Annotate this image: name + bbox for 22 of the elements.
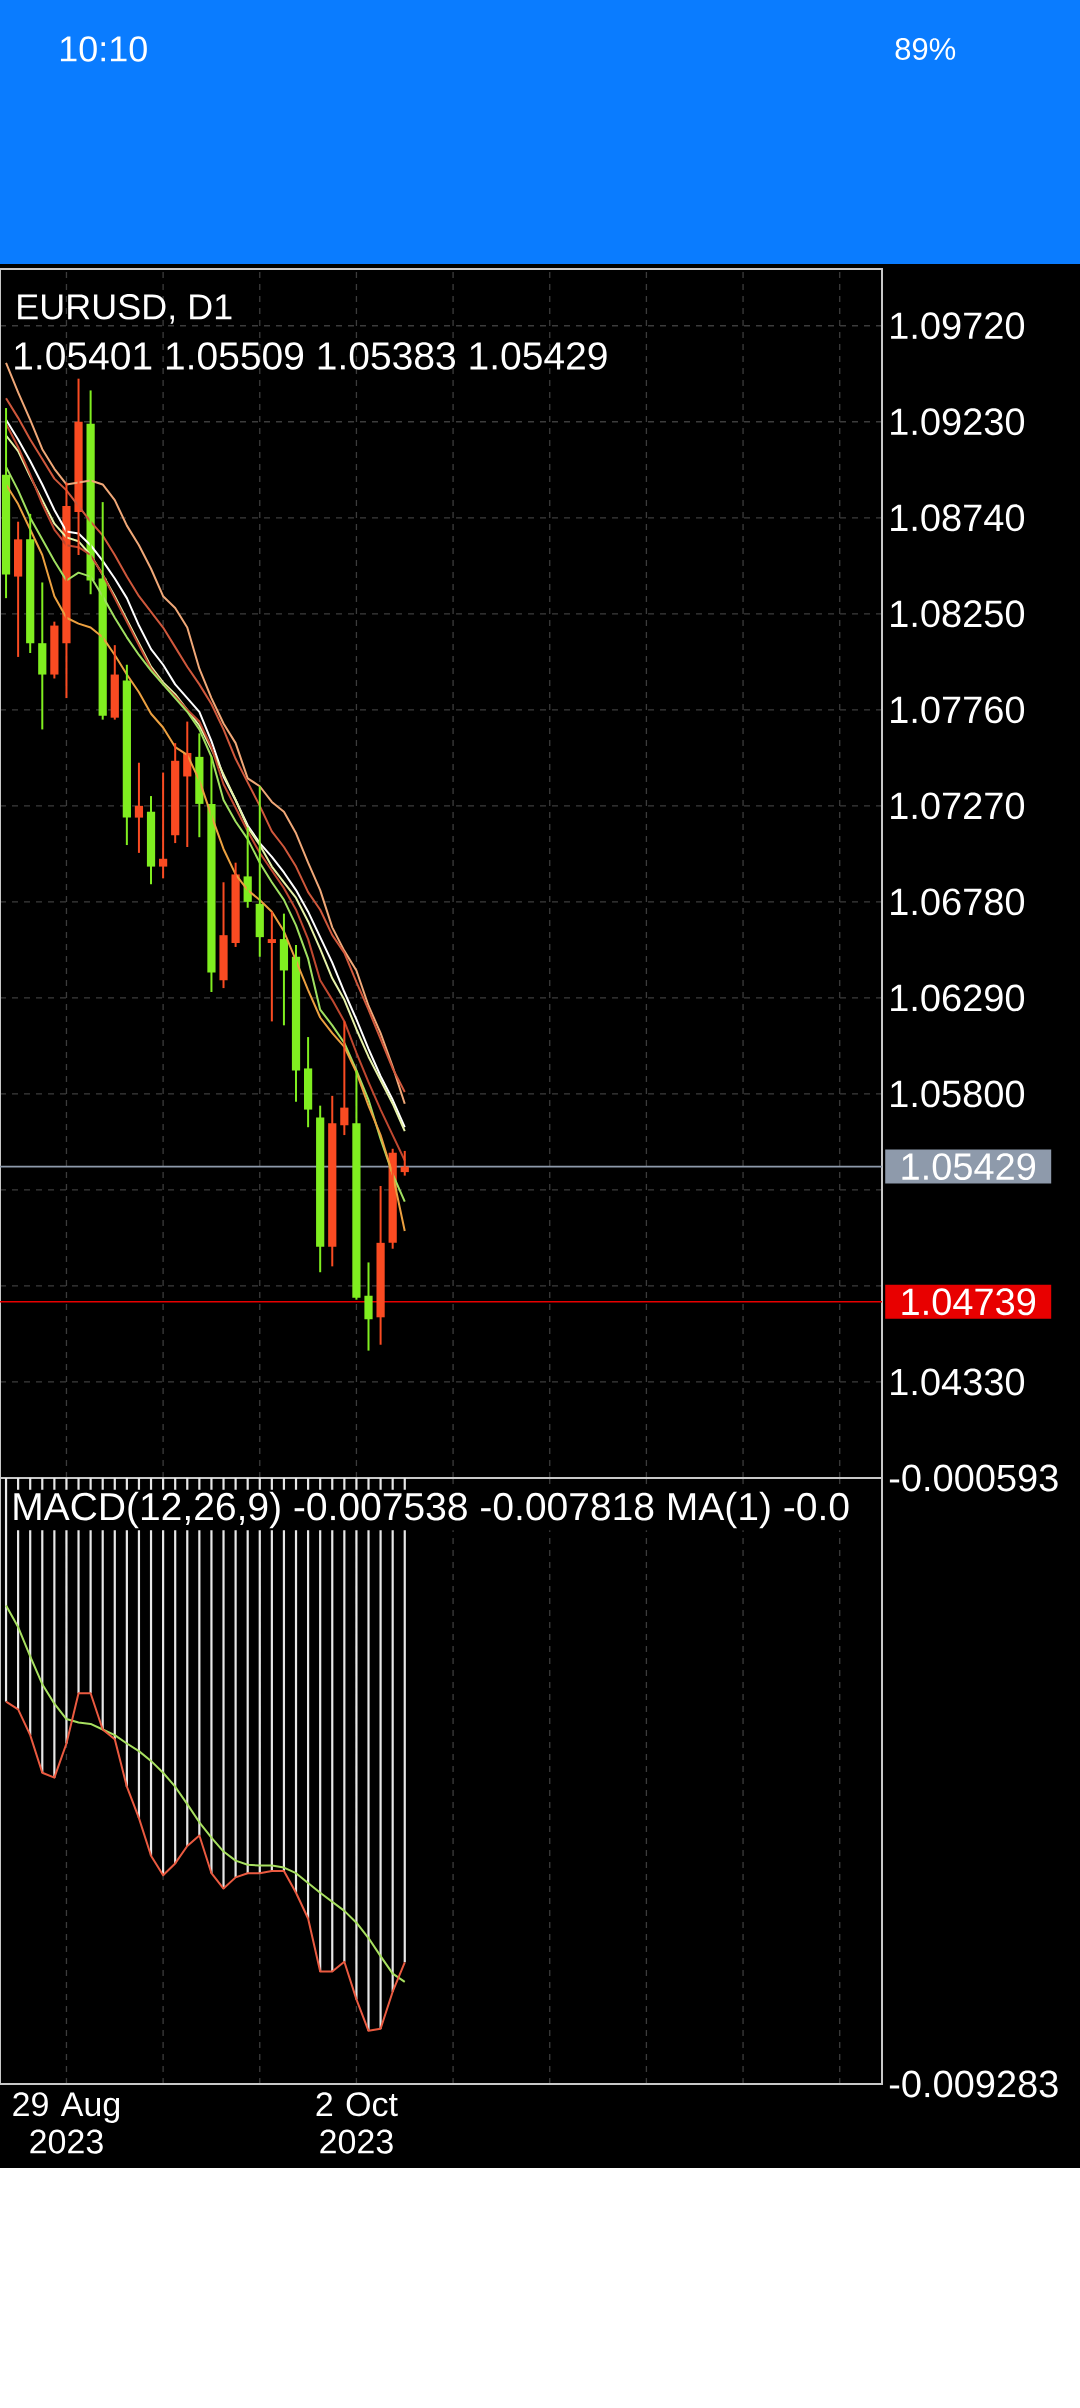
y-tick-label: 1.05800 [891,1080,1025,1108]
y-tick-label: 1.06290 [891,984,1025,1012]
line-series [5,1692,406,2032]
y-tick-label: -0.000593 [889,1464,1058,1492]
text: 89% [895,38,956,60]
ref-line-label: 1.04739 [902,1288,1036,1316]
y-tick-label: 1.09230 [891,408,1025,436]
y-tick-label: 1.07760 [891,696,1025,724]
chart-title: MACD(12,26,9) -0.007538 -0.007818 MA(1) -0.0 [14,1491,849,1529]
y-tick-label: 1.08250 [891,600,1025,628]
x-tick-label: 2 Oct 2023 [316,2092,398,2154]
y-tick-label: 1.08740 [891,504,1025,532]
ref-line-label: 1.05429 [902,1153,1036,1181]
text: 1.05401 1.05509 1.05383 1.05429 [15,342,607,370]
x-tick-label: 29 Aug 2023 [13,2092,120,2154]
y-tick-label: 1.06780 [891,888,1025,916]
y-tick-label: -0.009283 [889,2070,1058,2098]
text: 10:10 [60,36,147,62]
y-tick-label: 1.09720 [891,312,1025,340]
text: EURUSD, D1 [18,294,232,324]
y-tick-label: 1.04330 [891,1368,1025,1396]
y-tick-label: 1.07270 [891,792,1025,820]
